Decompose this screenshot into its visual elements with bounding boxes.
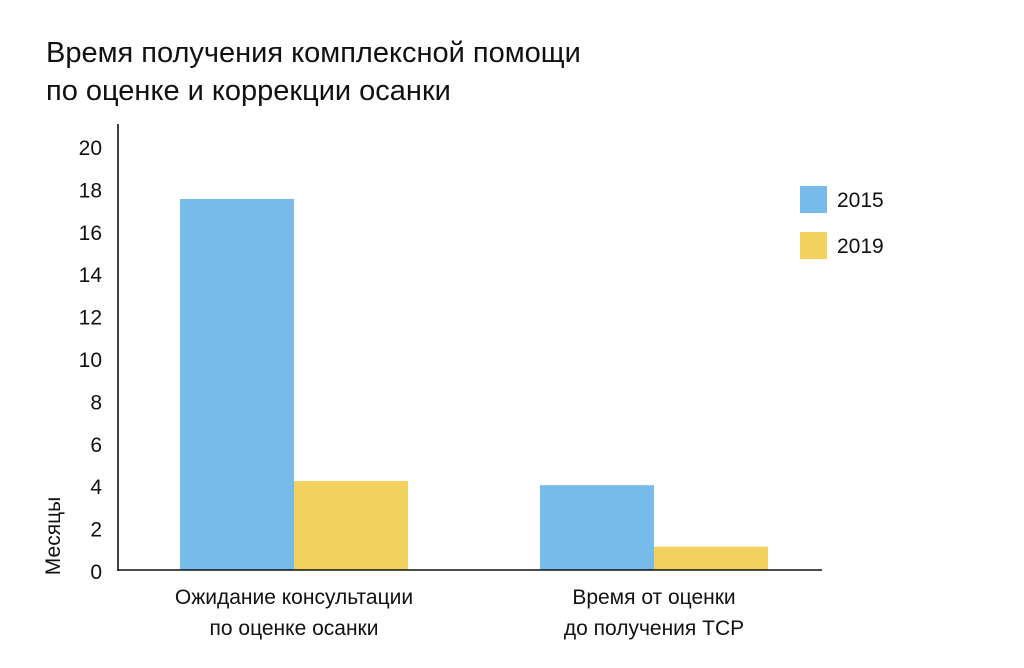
- y-tick-label: 0: [90, 561, 102, 584]
- bar-2019-1: [294, 480, 408, 570]
- chart-title: Время получения комплексной помощи по оц…: [46, 34, 746, 110]
- chart-title-line-1: Время получения комплексной помощи: [46, 37, 581, 69]
- y-tick-label: 4: [90, 476, 102, 499]
- x-category-label: Ожидание консультации: [175, 586, 413, 609]
- chart-title-line-2: по оценке и коррекции осанки: [46, 75, 451, 107]
- y-tick-label: 6: [90, 434, 102, 457]
- legend-label-2015: 2015: [837, 189, 884, 212]
- bar-2019-2: [654, 546, 768, 570]
- x-category-label: Время от оценки: [572, 586, 735, 609]
- legend-swatch-2019: [800, 232, 827, 259]
- legend-label-2019: 2019: [837, 235, 884, 258]
- y-axis-label: Месяцы: [42, 497, 65, 575]
- y-tick-label: 10: [79, 349, 102, 372]
- bar-2015-2: [540, 485, 654, 570]
- x-category-label: до получения ТСР: [564, 617, 744, 640]
- y-tick-label: 12: [79, 307, 102, 330]
- y-tick-label: 8: [90, 391, 102, 414]
- y-tick-label: 14: [79, 264, 103, 287]
- y-tick-label: 16: [79, 222, 102, 245]
- y-tick-label: 18: [79, 179, 102, 202]
- x-category-label: по оценке осанки: [210, 617, 379, 640]
- bar-2015-1: [180, 199, 294, 570]
- y-tick-label: 20: [79, 137, 102, 160]
- y-tick-label: 2: [90, 519, 102, 542]
- legend-swatch-2015: [800, 186, 827, 213]
